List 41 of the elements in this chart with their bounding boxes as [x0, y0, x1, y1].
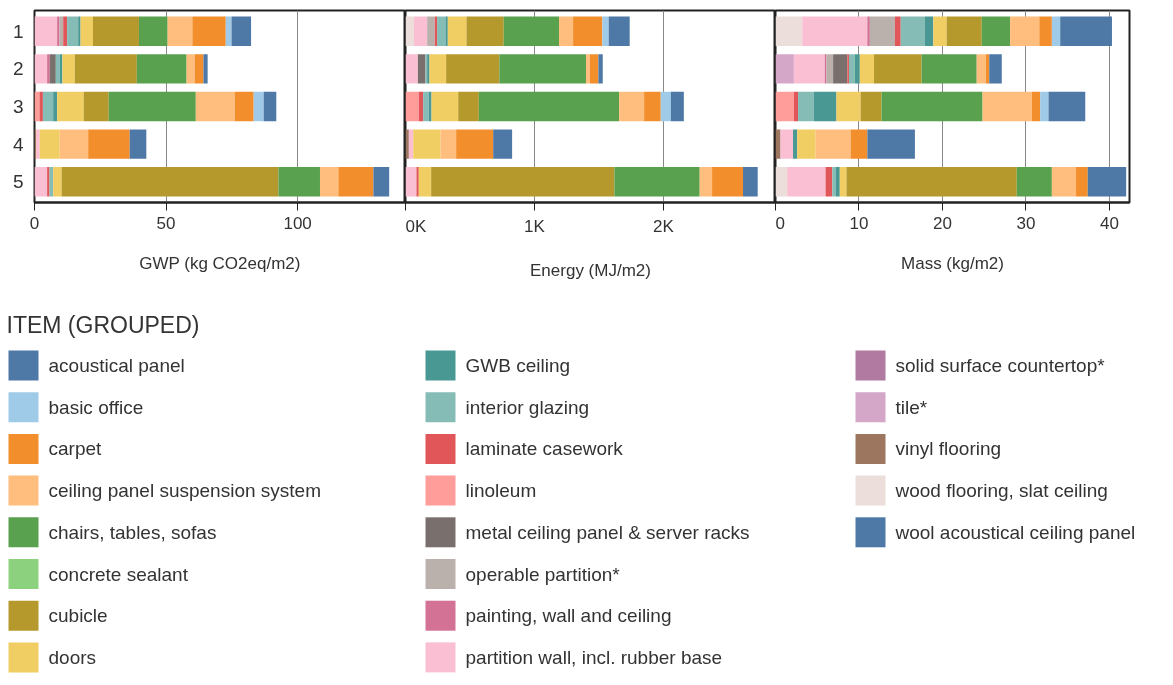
x-tick-label: 0	[775, 213, 785, 233]
legend-label: linoleum	[465, 480, 537, 502]
y-tick-label: 1	[12, 20, 24, 42]
x-axis-title: Energy (MJ/m2)	[530, 260, 651, 280]
y-tick-label: 3	[12, 96, 24, 117]
x-tick-label: 30	[1016, 213, 1036, 233]
legend-label: cubicle	[48, 605, 108, 627]
legend-label: chairs, tables, sofas	[48, 521, 217, 543]
legend-label: tile*	[895, 396, 928, 418]
y-tick-label: 5	[12, 171, 24, 193]
legend-label: wool acoustical ceiling panel	[894, 521, 1136, 543]
legend-label: acoustical panel	[48, 355, 185, 376]
legend-label: concrete sealant	[48, 563, 189, 585]
legend-label: ceiling panel suspension system	[48, 480, 321, 502]
legend-label: GWB ceiling	[465, 355, 571, 376]
legend-label: interior glazing	[465, 396, 590, 418]
x-tick-label: 40	[1100, 213, 1119, 233]
legend-label: carpet	[48, 438, 103, 460]
x-tick-label: 100	[283, 213, 312, 233]
x-tick-label: 1K	[524, 216, 546, 236]
legend-title: ITEM (GROUPED)	[6, 311, 200, 338]
legend-label: wood flooring, slat ceiling	[894, 480, 1108, 502]
legend-label: basic office	[48, 396, 144, 418]
legend-label: doors	[48, 646, 97, 668]
legend-label: partition wall, incl. rubber base	[465, 646, 723, 668]
y-tick-label: 2	[12, 58, 24, 80]
x-tick-label: 0K	[405, 216, 427, 236]
x-tick-label: 10	[849, 213, 869, 233]
legend-label: metal ceiling panel & server racks	[465, 521, 750, 543]
x-axis-title: Mass (kg/m2)	[901, 253, 1004, 273]
legend-label: operable partition*	[465, 563, 621, 585]
legend-label: painting, wall and ceiling	[465, 605, 672, 627]
legend-label: laminate casework	[465, 438, 624, 460]
x-tick-label: 2K	[652, 216, 675, 236]
legend-label: solid surface countertop*	[895, 355, 1106, 376]
y-tick-label: 4	[12, 133, 24, 155]
x-tick-label: 0	[29, 213, 40, 233]
legend-label: vinyl flooring	[895, 438, 1002, 460]
x-tick-label: 20	[933, 213, 952, 233]
x-tick-label: 50	[156, 213, 176, 233]
x-axis-title: GWP (kg CO2eq/m2)	[139, 253, 301, 273]
